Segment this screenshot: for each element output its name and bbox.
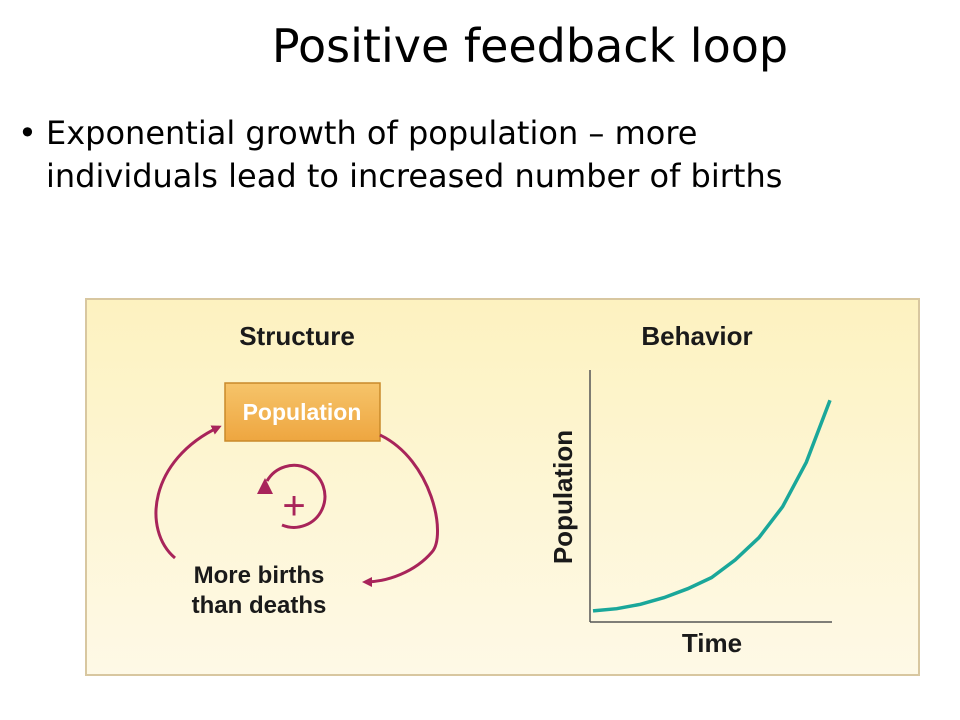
bullet-list: • Exponential growth of population – mor…: [18, 112, 953, 198]
population-growth-line: [592, 399, 832, 613]
population-stock-label: Population: [243, 399, 362, 425]
loop-polarity-sign: +: [282, 484, 305, 528]
bullet-line-1: Exponential growth of population – more: [46, 114, 698, 152]
loop-polarity-circle-icon: [265, 463, 327, 529]
loop-arrowhead-icon: [257, 478, 273, 494]
flow-label-line-2: than deaths: [192, 592, 327, 619]
outflow-arrow: [362, 433, 440, 587]
behavior-heading: Behavior: [641, 321, 752, 351]
population-stock-box: [224, 382, 381, 442]
feedback-figure: Structure Behavior Population + More bir…: [85, 298, 920, 676]
x-axis-label: Time: [682, 628, 742, 658]
bullet-item: • Exponential growth of population – mor…: [18, 112, 953, 198]
y-axis-label: Population: [548, 430, 578, 564]
slide-title: Positive feedback loop: [271, 19, 789, 73]
bullet-line-2: individuals lead to increased number of …: [46, 157, 783, 195]
figure-canvas: Structure Behavior Population + More bir…: [154, 321, 832, 658]
bullet-dot: •: [18, 114, 37, 152]
behavior-plot: [589, 370, 832, 623]
flow-label-line-1: More births: [194, 562, 325, 589]
inflow-arrow: [154, 425, 222, 560]
structure-heading: Structure: [239, 321, 355, 351]
